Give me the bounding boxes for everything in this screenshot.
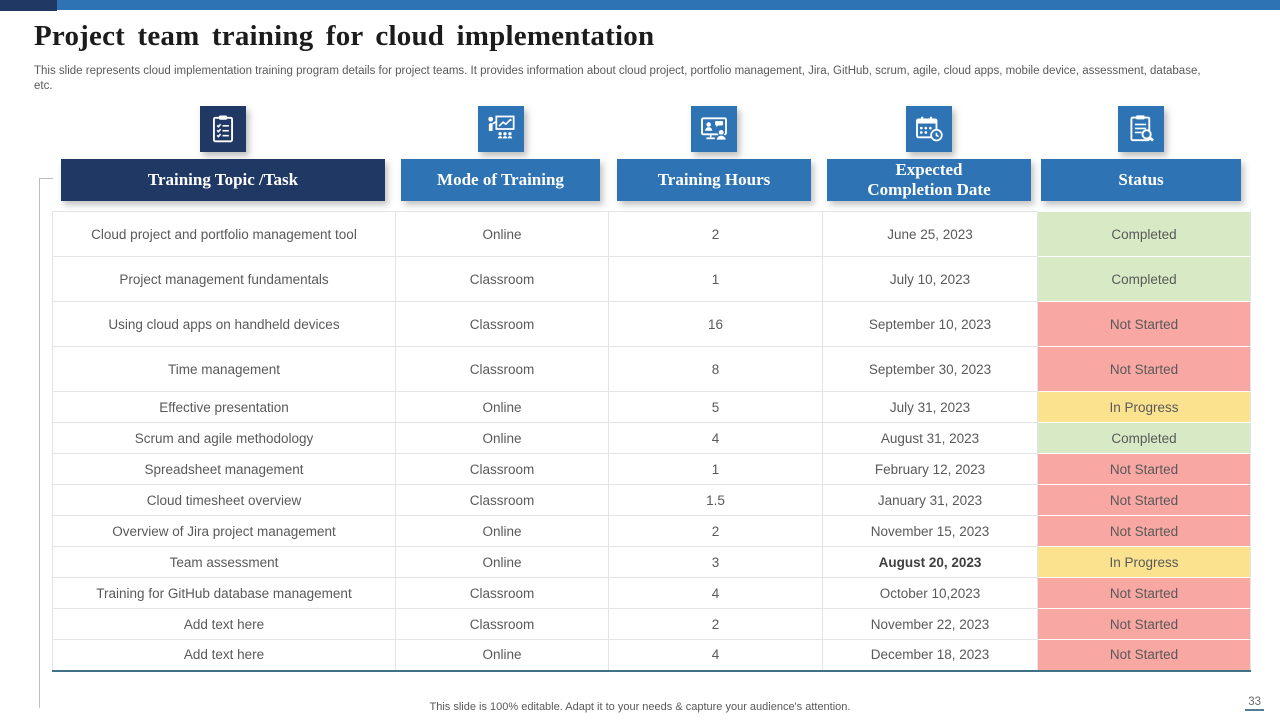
training-table: Cloud project and portfolio management t… [52, 211, 1251, 672]
cell-mode: Classroom [395, 577, 609, 609]
column-header-mode-of-training: Mode of Training [401, 159, 600, 201]
top-accent-bar [0, 0, 1280, 11]
cell-task: Using cloud apps on handheld devices [52, 301, 396, 347]
calendar-clock-icon [906, 106, 952, 152]
cell-hours: 2 [608, 211, 823, 257]
table-row: Project management fundamentals Classroo… [52, 256, 1251, 302]
cell-mode: Online [395, 546, 609, 578]
cell-date: July 31, 2023 [822, 391, 1038, 423]
column-header-training-hours: Training Hours [617, 159, 811, 201]
left-accent-line [39, 178, 40, 708]
cell-status: Not Started [1037, 453, 1251, 485]
cell-status: In Progress [1037, 546, 1251, 578]
table-row: Add text here Classroom 2 November 22, 2… [52, 608, 1251, 640]
cell-task: Scrum and agile methodology [52, 422, 396, 454]
cell-date: August 31, 2023 [822, 422, 1038, 454]
cell-date: August 20, 2023 [822, 546, 1038, 578]
column-header-training-topic: Training Topic /Task [61, 159, 385, 201]
cell-hours: 1 [608, 453, 823, 485]
cell-mode: Online [395, 211, 609, 257]
cell-task: Training for GitHub database management [52, 577, 396, 609]
left-accent-line-corner [39, 178, 53, 179]
cell-date: October 10,2023 [822, 577, 1038, 609]
cell-date: November 22, 2023 [822, 608, 1038, 640]
cell-task: Cloud timesheet overview [52, 484, 396, 516]
cell-hours: 4 [608, 639, 823, 671]
cell-date: November 15, 2023 [822, 515, 1038, 547]
cell-mode: Online [395, 391, 609, 423]
cell-task: Add text here [52, 608, 396, 640]
table-row: Team assessment Online 3 August 20, 2023… [52, 546, 1251, 578]
cell-task: Cloud project and portfolio management t… [52, 211, 396, 257]
page-title: Project team training for cloud implemen… [34, 20, 655, 52]
online-training-screen-icon [691, 106, 737, 152]
cell-mode: Classroom [395, 346, 609, 392]
table-row: Cloud project and portfolio management t… [52, 211, 1251, 257]
cell-task: Spreadsheet management [52, 453, 396, 485]
cell-mode: Online [395, 639, 609, 671]
table-row: Time management Classroom 8 September 30… [52, 346, 1251, 392]
page-number: 33 [1245, 696, 1264, 711]
cell-status: Not Started [1037, 301, 1251, 347]
cell-status: Not Started [1037, 577, 1251, 609]
cell-mode: Classroom [395, 256, 609, 302]
cell-date: February 12, 2023 [822, 453, 1038, 485]
cell-status: Completed [1037, 211, 1251, 257]
cell-status: Completed [1037, 256, 1251, 302]
column-header-status: Status [1041, 159, 1241, 201]
table-row: Using cloud apps on handheld devices Cla… [52, 301, 1251, 347]
clipboard-checklist-icon [200, 106, 246, 152]
cell-date: September 10, 2023 [822, 301, 1038, 347]
cell-date: June 25, 2023 [822, 211, 1038, 257]
cell-mode: Classroom [395, 608, 609, 640]
table-row: Cloud timesheet overview Classroom 1.5 J… [52, 484, 1251, 516]
cell-mode: Classroom [395, 453, 609, 485]
cell-task: Time management [52, 346, 396, 392]
cell-task: Effective presentation [52, 391, 396, 423]
cell-status: Not Started [1037, 639, 1251, 671]
cell-status: Not Started [1037, 484, 1251, 516]
cell-date: January 31, 2023 [822, 484, 1038, 516]
cell-hours: 16 [608, 301, 823, 347]
cell-hours: 4 [608, 577, 823, 609]
cell-status: Not Started [1037, 515, 1251, 547]
cell-hours: 5 [608, 391, 823, 423]
cell-status: In Progress [1037, 391, 1251, 423]
cell-date: July 10, 2023 [822, 256, 1038, 302]
cell-mode: Classroom [395, 301, 609, 347]
slide-subtitle: This slide represents cloud implementati… [34, 65, 1201, 93]
cell-mode: Online [395, 515, 609, 547]
cell-status: Not Started [1037, 346, 1251, 392]
cell-hours: 4 [608, 422, 823, 454]
status-review-clipboard-icon [1118, 106, 1164, 152]
table-row: Overview of Jira project management Onli… [52, 515, 1251, 547]
cell-hours: 1 [608, 256, 823, 302]
cell-date: December 18, 2023 [822, 639, 1038, 671]
cell-hours: 2 [608, 515, 823, 547]
cell-mode: Online [395, 422, 609, 454]
cell-task: Overview of Jira project management [52, 515, 396, 547]
cell-mode: Classroom [395, 484, 609, 516]
cell-status: Not Started [1037, 608, 1251, 640]
editable-note: This slide is 100% editable. Adapt it to… [429, 701, 851, 713]
trainer-presentation-icon [478, 106, 524, 152]
cell-hours: 1.5 [608, 484, 823, 516]
table-row: Add text here Online 4 December 18, 2023… [52, 639, 1251, 671]
cell-status: Completed [1037, 422, 1251, 454]
table-row: Spreadsheet management Classroom 1 Febru… [52, 453, 1251, 485]
top-accent-bar-dark-segment [0, 0, 57, 11]
cell-hours: 8 [608, 346, 823, 392]
cell-hours: 2 [608, 608, 823, 640]
table-row: Effective presentation Online 5 July 31,… [52, 391, 1251, 423]
table-row: Scrum and agile methodology Online 4 Aug… [52, 422, 1251, 454]
cell-task: Project management fundamentals [52, 256, 396, 302]
table-row: Training for GitHub database management … [52, 577, 1251, 609]
cell-hours: 3 [608, 546, 823, 578]
cell-task: Add text here [52, 639, 396, 671]
cell-date: September 30, 2023 [822, 346, 1038, 392]
cell-task: Team assessment [52, 546, 396, 578]
column-header-expected-completion-date: Expected Completion Date [827, 159, 1031, 201]
